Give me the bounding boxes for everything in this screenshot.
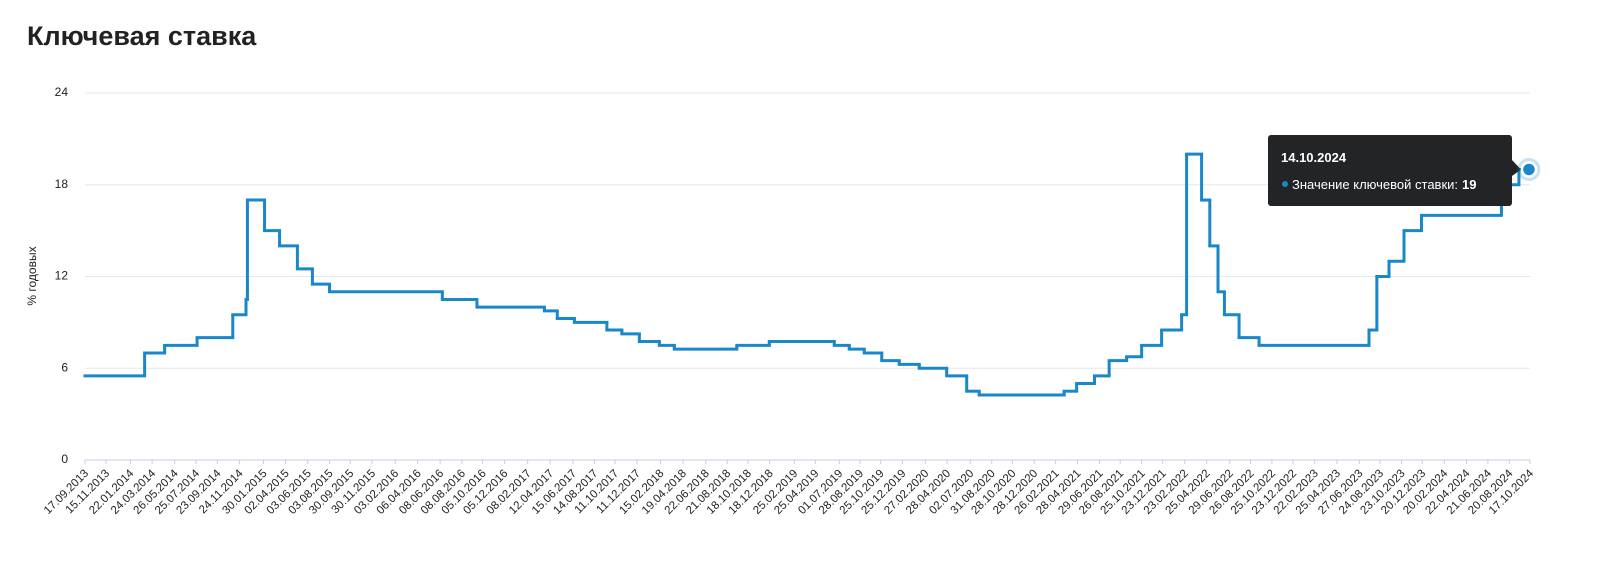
- tooltip-label: Значение ключевой ставки:: [1292, 177, 1458, 192]
- tooltip-date: 14.10.2024: [1281, 150, 1347, 165]
- tooltip-value: 19: [1462, 177, 1476, 192]
- y-axis-label: % годовых: [25, 246, 39, 305]
- tooltip-bullet: [1282, 181, 1288, 187]
- y-tick-label: 12: [55, 269, 69, 283]
- tooltip: 14.10.2024 Значение ключевой ставки: 19: [1268, 135, 1521, 206]
- tooltip-box: [1268, 135, 1512, 206]
- y-tick-label: 0: [61, 452, 68, 466]
- y-tick-label: 18: [55, 177, 69, 191]
- chart-title: Ключевая ставка: [27, 21, 257, 51]
- tooltip-text: Значение ключевой ставки: 19: [1292, 177, 1477, 192]
- hover-point: [1520, 161, 1538, 178]
- y-tick-label: 6: [61, 360, 68, 374]
- tooltip-pointer: [1512, 160, 1521, 176]
- y-tick-label: 24: [55, 85, 69, 99]
- hover-halo: [1517, 157, 1541, 181]
